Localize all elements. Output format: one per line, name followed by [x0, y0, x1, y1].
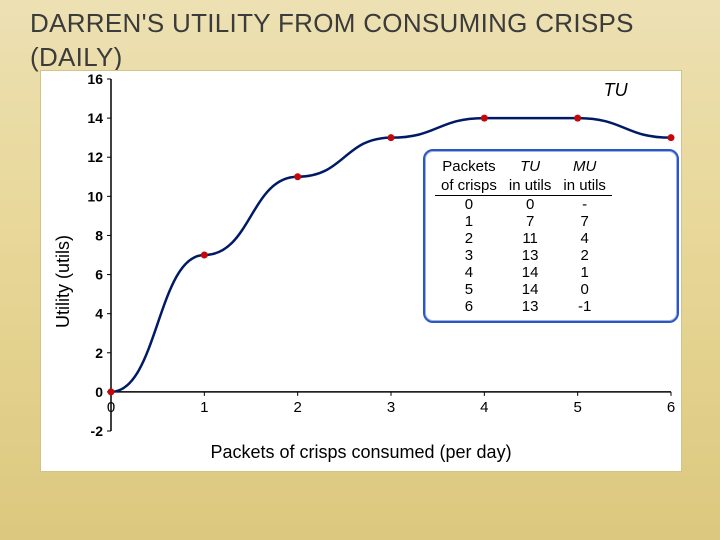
svg-text:4: 4 [95, 306, 103, 322]
col-packets-h2: of crisps [435, 176, 503, 196]
svg-text:0: 0 [95, 384, 103, 400]
table-row: 613-1 [435, 298, 612, 315]
table-row: 4141 [435, 264, 612, 281]
data-table-inner: Packets TU MU of crisps in utils in util… [435, 157, 612, 315]
svg-text:6: 6 [95, 267, 103, 283]
col-tu-h2: in utils [503, 176, 558, 196]
cell-mu: -1 [557, 298, 612, 315]
cell-mu: 7 [557, 213, 612, 230]
cell-tu: 13 [503, 247, 558, 264]
data-table: Packets TU MU of crisps in utils in util… [423, 149, 679, 323]
slide-title-line1: DARREN'S UTILITY FROM CONSUMING CRISPS [30, 8, 690, 39]
slide-root: DARREN'S UTILITY FROM CONSUMING CRISPS (… [0, 0, 720, 540]
cell-tu: 7 [503, 213, 558, 230]
cell-mu: 1 [557, 264, 612, 281]
cell-tu: 13 [503, 298, 558, 315]
cell-mu: 2 [557, 247, 612, 264]
svg-text:10: 10 [87, 188, 103, 204]
cell-packets: 1 [435, 213, 503, 230]
cell-packets: 5 [435, 281, 503, 298]
cell-packets: 0 [435, 196, 503, 214]
svg-text:6: 6 [667, 399, 675, 416]
svg-text:0: 0 [107, 399, 115, 416]
svg-text:2: 2 [293, 399, 301, 416]
curve-label-tu: TU [604, 80, 628, 101]
svg-text:4: 4 [480, 399, 488, 416]
svg-text:1: 1 [200, 399, 208, 416]
cell-tu: 14 [503, 281, 558, 298]
table-row: 5140 [435, 281, 612, 298]
col-tu-h1: TU [503, 157, 558, 176]
cell-packets: 4 [435, 264, 503, 281]
cell-packets: 2 [435, 230, 503, 247]
svg-text:-2: -2 [91, 423, 104, 439]
table-row: 177 [435, 213, 612, 230]
svg-text:12: 12 [87, 149, 103, 165]
svg-text:5: 5 [573, 399, 581, 416]
cell-mu: 4 [557, 230, 612, 247]
col-mu-h2: in utils [557, 176, 612, 196]
cell-packets: 6 [435, 298, 503, 315]
cell-tu: 11 [503, 230, 558, 247]
cell-tu: 0 [503, 196, 558, 214]
table-row: 2114 [435, 230, 612, 247]
cell-packets: 3 [435, 247, 503, 264]
col-packets-h1: Packets [435, 157, 503, 176]
svg-text:8: 8 [95, 227, 103, 243]
svg-text:2: 2 [95, 345, 103, 361]
table-row: 00- [435, 196, 612, 214]
cell-tu: 14 [503, 264, 558, 281]
svg-text:14: 14 [87, 110, 103, 126]
col-mu-h1: MU [557, 157, 612, 176]
x-axis-label: Packets of crisps consumed (per day) [41, 442, 681, 463]
table-row: 3132 [435, 247, 612, 264]
cell-mu: - [557, 196, 612, 214]
slide-title-line2: (DAILY) [30, 42, 123, 73]
svg-text:16: 16 [87, 71, 103, 87]
svg-text:3: 3 [387, 399, 395, 416]
chart-area: Utility (utils) -202468101214160123456 P… [40, 70, 682, 472]
cell-mu: 0 [557, 281, 612, 298]
